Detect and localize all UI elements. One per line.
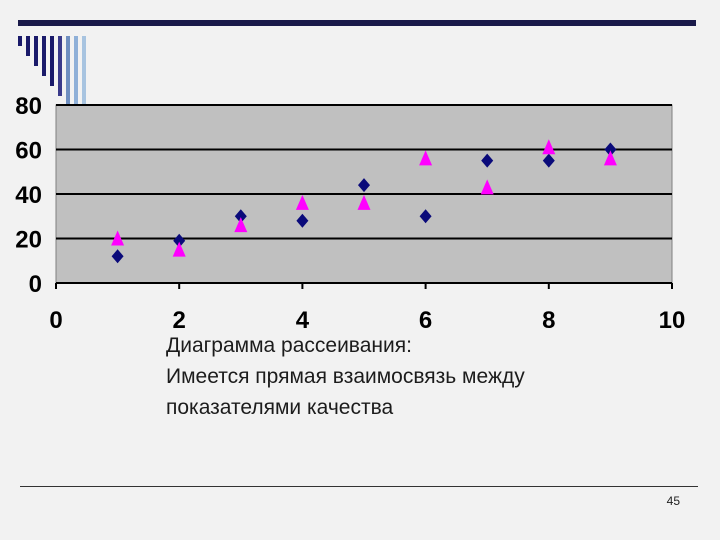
x-tick-label: 4 bbox=[296, 307, 310, 334]
x-tick-label: 8 bbox=[542, 307, 555, 334]
y-tick-label: 60 bbox=[15, 138, 42, 165]
x-tick-label: 2 bbox=[173, 307, 186, 334]
diamond-point bbox=[481, 153, 494, 168]
x-tick-label: 6 bbox=[419, 307, 432, 334]
y-tick-label: 0 bbox=[29, 271, 42, 298]
x-tick-label: 0 bbox=[49, 307, 62, 334]
triangle-point bbox=[480, 179, 494, 195]
decorative-stripes bbox=[18, 36, 86, 106]
x-tick-labels: 0 2 4 6 8 10 bbox=[49, 307, 685, 334]
caption-line: показателями качества bbox=[166, 396, 394, 419]
triangle-point bbox=[172, 241, 186, 257]
triangle-point bbox=[357, 194, 371, 210]
y-tick-label: 80 bbox=[15, 93, 42, 120]
bottom-rule bbox=[20, 486, 698, 487]
top-rule bbox=[18, 20, 696, 26]
triangle-point bbox=[603, 150, 617, 166]
diamond-point bbox=[419, 209, 432, 224]
stripe bbox=[18, 36, 22, 46]
triangle-point bbox=[542, 139, 556, 155]
x-tick-label: 10 bbox=[659, 307, 686, 334]
diamond-point bbox=[111, 249, 124, 264]
caption: Диаграмма рассеивания: Имеется прямая вз… bbox=[166, 330, 646, 423]
y-tick-label: 20 bbox=[15, 227, 42, 254]
stripe bbox=[58, 36, 62, 96]
triangle-point bbox=[111, 230, 125, 246]
diamond-point bbox=[358, 178, 370, 193]
triangle-point bbox=[234, 217, 248, 233]
diamond-point bbox=[542, 153, 555, 168]
stripe bbox=[42, 36, 46, 76]
diamond-point bbox=[173, 233, 186, 248]
stripe bbox=[26, 36, 30, 56]
caption-line: Диаграмма рассеивания: bbox=[166, 334, 412, 357]
grid-lines bbox=[56, 104, 672, 240]
y-tick-labels: 0 20 40 60 80 bbox=[15, 93, 42, 298]
stripe bbox=[66, 36, 70, 106]
stripe bbox=[34, 36, 38, 66]
stripe bbox=[74, 36, 78, 106]
data-points bbox=[111, 139, 617, 264]
stripe bbox=[82, 36, 86, 106]
page-number: 45 bbox=[666, 494, 680, 508]
triangle-point bbox=[419, 150, 433, 166]
caption-line: Имеется прямая взаимосвязь между bbox=[166, 365, 525, 388]
diamond-point bbox=[296, 213, 309, 228]
x-axis bbox=[55, 282, 673, 289]
triangle-point bbox=[295, 194, 309, 210]
diamond-point bbox=[234, 209, 247, 224]
stripe bbox=[50, 36, 54, 86]
y-tick-label: 40 bbox=[15, 182, 42, 209]
diamond-point bbox=[604, 142, 617, 157]
